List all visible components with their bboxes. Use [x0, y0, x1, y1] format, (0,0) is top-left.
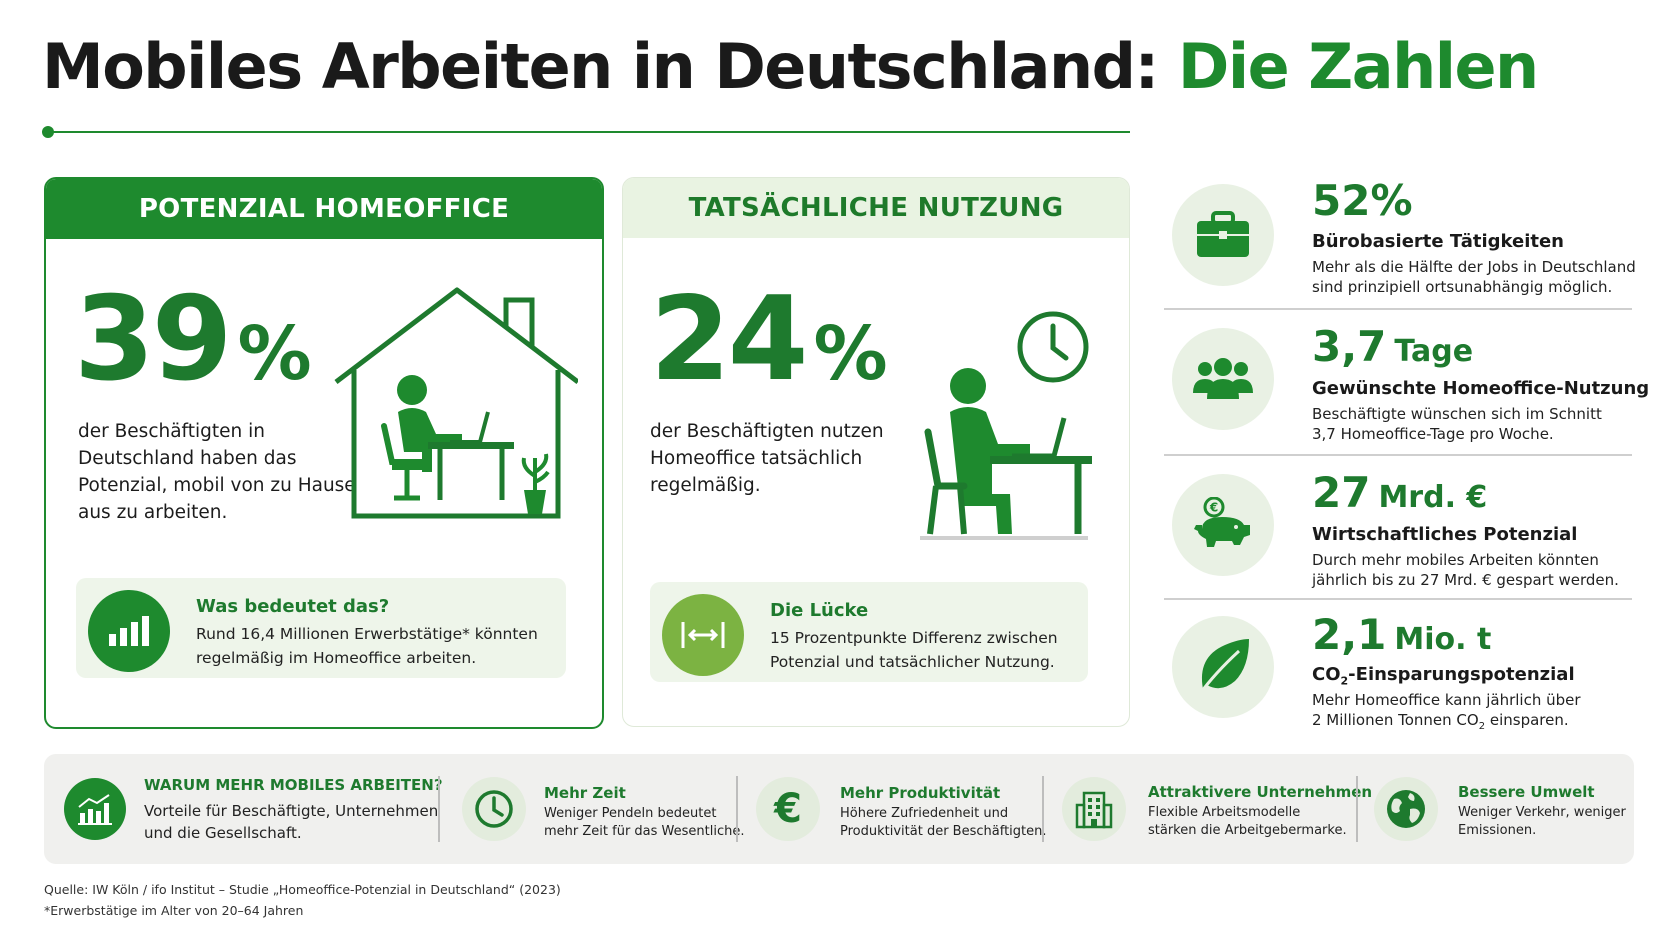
stat-co2-text: Mehr Homeoffice kann jährlich über 2 Mil…	[1312, 691, 1581, 732]
potential-header: POTENZIAL HOMEOFFICE	[46, 179, 602, 239]
potential-box-text: Rund 16,4 Millionen Erwerbstätige* könnt…	[196, 625, 538, 667]
bar-chart-icon	[88, 590, 170, 672]
stat-office-title: Bürobasierte Tätigkeiten	[1312, 231, 1564, 252]
people-icon	[1172, 328, 1274, 430]
benefit-productivity-text: Höhere Zufriedenheit und Produktivität d…	[840, 806, 1047, 839]
stat-days-title: Gewünschte Homeoffice-Nutzung	[1312, 378, 1650, 399]
benefits-separator	[1356, 776, 1358, 842]
benefit-companies-text: Flexible Arbeitsmodelle stärken die Arbe…	[1148, 805, 1347, 838]
potential-description: der Beschäftigten in Deutschland haben d…	[78, 421, 356, 523]
benefit-companies-title: Attraktivere Unternehmen	[1148, 783, 1373, 801]
euro-icon: €	[756, 777, 820, 841]
gap-arrows-icon	[662, 594, 744, 676]
usage-value: 24%	[650, 272, 888, 407]
growth-chart-icon	[64, 778, 126, 840]
title-main: Mobiles Arbeiten in Deutschland:	[42, 30, 1178, 103]
stat-co2-value: 2,1 Mio. t	[1312, 610, 1492, 659]
benefit-environment-text: Weniger Verkehr, weniger Emissionen.	[1458, 805, 1626, 838]
potential-value: 39%	[74, 272, 312, 407]
piggy-bank-icon: €	[1172, 474, 1274, 576]
stat-office-text: Mehr als die Hälfte der Jobs in Deutschl…	[1312, 258, 1636, 296]
briefcase-icon	[1172, 184, 1274, 286]
benefits-heading: WARUM MEHR MOBILES ARBEITEN?	[144, 776, 443, 794]
stat-days-value: 3,7 Tage	[1312, 322, 1474, 371]
benefit-environment-title: Bessere Umwelt	[1458, 783, 1595, 801]
home-office-house-icon	[334, 287, 578, 519]
stat-savings-text: Durch mehr mobiles Arbeiten könnten jähr…	[1312, 551, 1619, 589]
benefit-time-title: Mehr Zeit	[544, 784, 626, 802]
title-dot	[42, 126, 54, 138]
benefits-heading-text: Vorteile für Beschäftigte, Unternehmen u…	[144, 802, 439, 842]
title-highlight: Die Zahlen	[1177, 30, 1539, 103]
stat-savings-title: Wirtschaftliches Potenzial	[1312, 524, 1578, 545]
stat-separator	[1164, 308, 1632, 310]
benefits-separator	[736, 776, 738, 842]
benefit-productivity-title: Mehr Produktivität	[840, 784, 1001, 802]
footnote: *Erwerbstätige im Alter von 20–64 Jahren	[44, 903, 304, 918]
benefits-separator	[1042, 776, 1044, 842]
usage-box-text: 15 Prozentpunkte Differenz zwischen Pote…	[770, 629, 1058, 671]
usage-box-title: Die Lücke	[770, 600, 869, 621]
svg-text:€: €	[1209, 501, 1218, 515]
stat-separator	[1164, 598, 1632, 600]
stat-savings-value: 27 Mrd. €	[1312, 468, 1488, 517]
person-at-desk-icon	[920, 368, 1092, 540]
stat-separator	[1164, 454, 1632, 456]
potential-box-title: Was bedeutet das?	[196, 596, 390, 617]
globe-icon	[1374, 777, 1438, 841]
benefits-separator	[438, 776, 440, 842]
leaf-icon	[1172, 616, 1274, 718]
clock-icon	[1017, 311, 1089, 383]
building-icon	[1062, 777, 1126, 841]
usage-header: TATSÄCHLICHE NUTZUNG	[623, 178, 1129, 238]
stat-co2-title: CO2-Einsparungspotenzial	[1312, 664, 1575, 688]
source-note: Quelle: IW Köln / ifo Institut – Studie …	[44, 882, 561, 897]
title-underline	[46, 131, 1130, 133]
benefits-bar	[44, 754, 1634, 864]
benefit-time-text: Weniger Pendeln bedeutet mehr Zeit für d…	[544, 806, 745, 839]
clock-icon	[462, 777, 526, 841]
usage-description: der Beschäftigten nutzen Homeoffice tats…	[650, 421, 884, 496]
stat-days-text: Beschäftigte wünschen sich im Schnitt 3,…	[1312, 405, 1602, 443]
stat-office-value: 52%	[1312, 176, 1413, 225]
page-title: Mobiles Arbeiten in Deutschland: Die Zah…	[42, 30, 1539, 103]
